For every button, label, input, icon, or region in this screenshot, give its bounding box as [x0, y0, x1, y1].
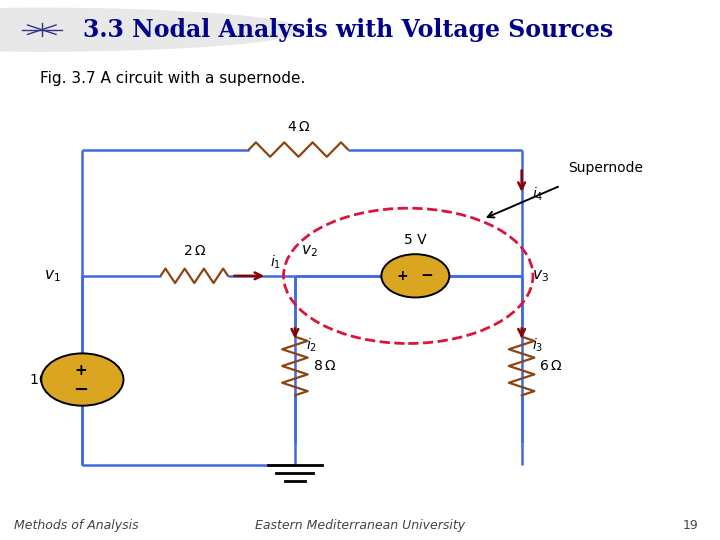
Text: $2\,\Omega$: $2\,\Omega$: [183, 244, 206, 258]
Text: $i_1$: $i_1$: [271, 254, 282, 271]
Text: $i_4$: $i_4$: [532, 186, 544, 204]
Text: 19: 19: [683, 518, 698, 532]
Circle shape: [41, 353, 123, 406]
Text: −: −: [420, 268, 433, 284]
Text: Methods of Analysis: Methods of Analysis: [14, 518, 139, 532]
Text: Eastern Mediterranean University: Eastern Mediterranean University: [255, 518, 465, 532]
Circle shape: [0, 8, 301, 51]
Text: 3.3 Nodal Analysis with Voltage Sources: 3.3 Nodal Analysis with Voltage Sources: [83, 18, 613, 42]
Text: Supernode: Supernode: [567, 160, 643, 174]
Text: $v_1$: $v_1$: [45, 268, 61, 284]
Text: Fig. 3.7 A circuit with a supernode.: Fig. 3.7 A circuit with a supernode.: [40, 71, 305, 86]
Text: +: +: [75, 363, 87, 378]
Text: 10 V: 10 V: [30, 373, 61, 387]
Circle shape: [0, 5, 344, 55]
Text: $v_3$: $v_3$: [532, 268, 549, 284]
Text: +: +: [397, 269, 408, 283]
Text: $i_2$: $i_2$: [305, 337, 317, 354]
Text: $i_3$: $i_3$: [532, 337, 544, 354]
Text: 5 V: 5 V: [404, 233, 427, 247]
Text: $v_2$: $v_2$: [300, 243, 318, 259]
Text: $6\,\Omega$: $6\,\Omega$: [539, 359, 562, 373]
Text: $8\,\Omega$: $8\,\Omega$: [312, 359, 336, 373]
Circle shape: [382, 254, 449, 298]
Text: $4\,\Omega$: $4\,\Omega$: [287, 120, 310, 134]
Text: −: −: [73, 381, 89, 399]
